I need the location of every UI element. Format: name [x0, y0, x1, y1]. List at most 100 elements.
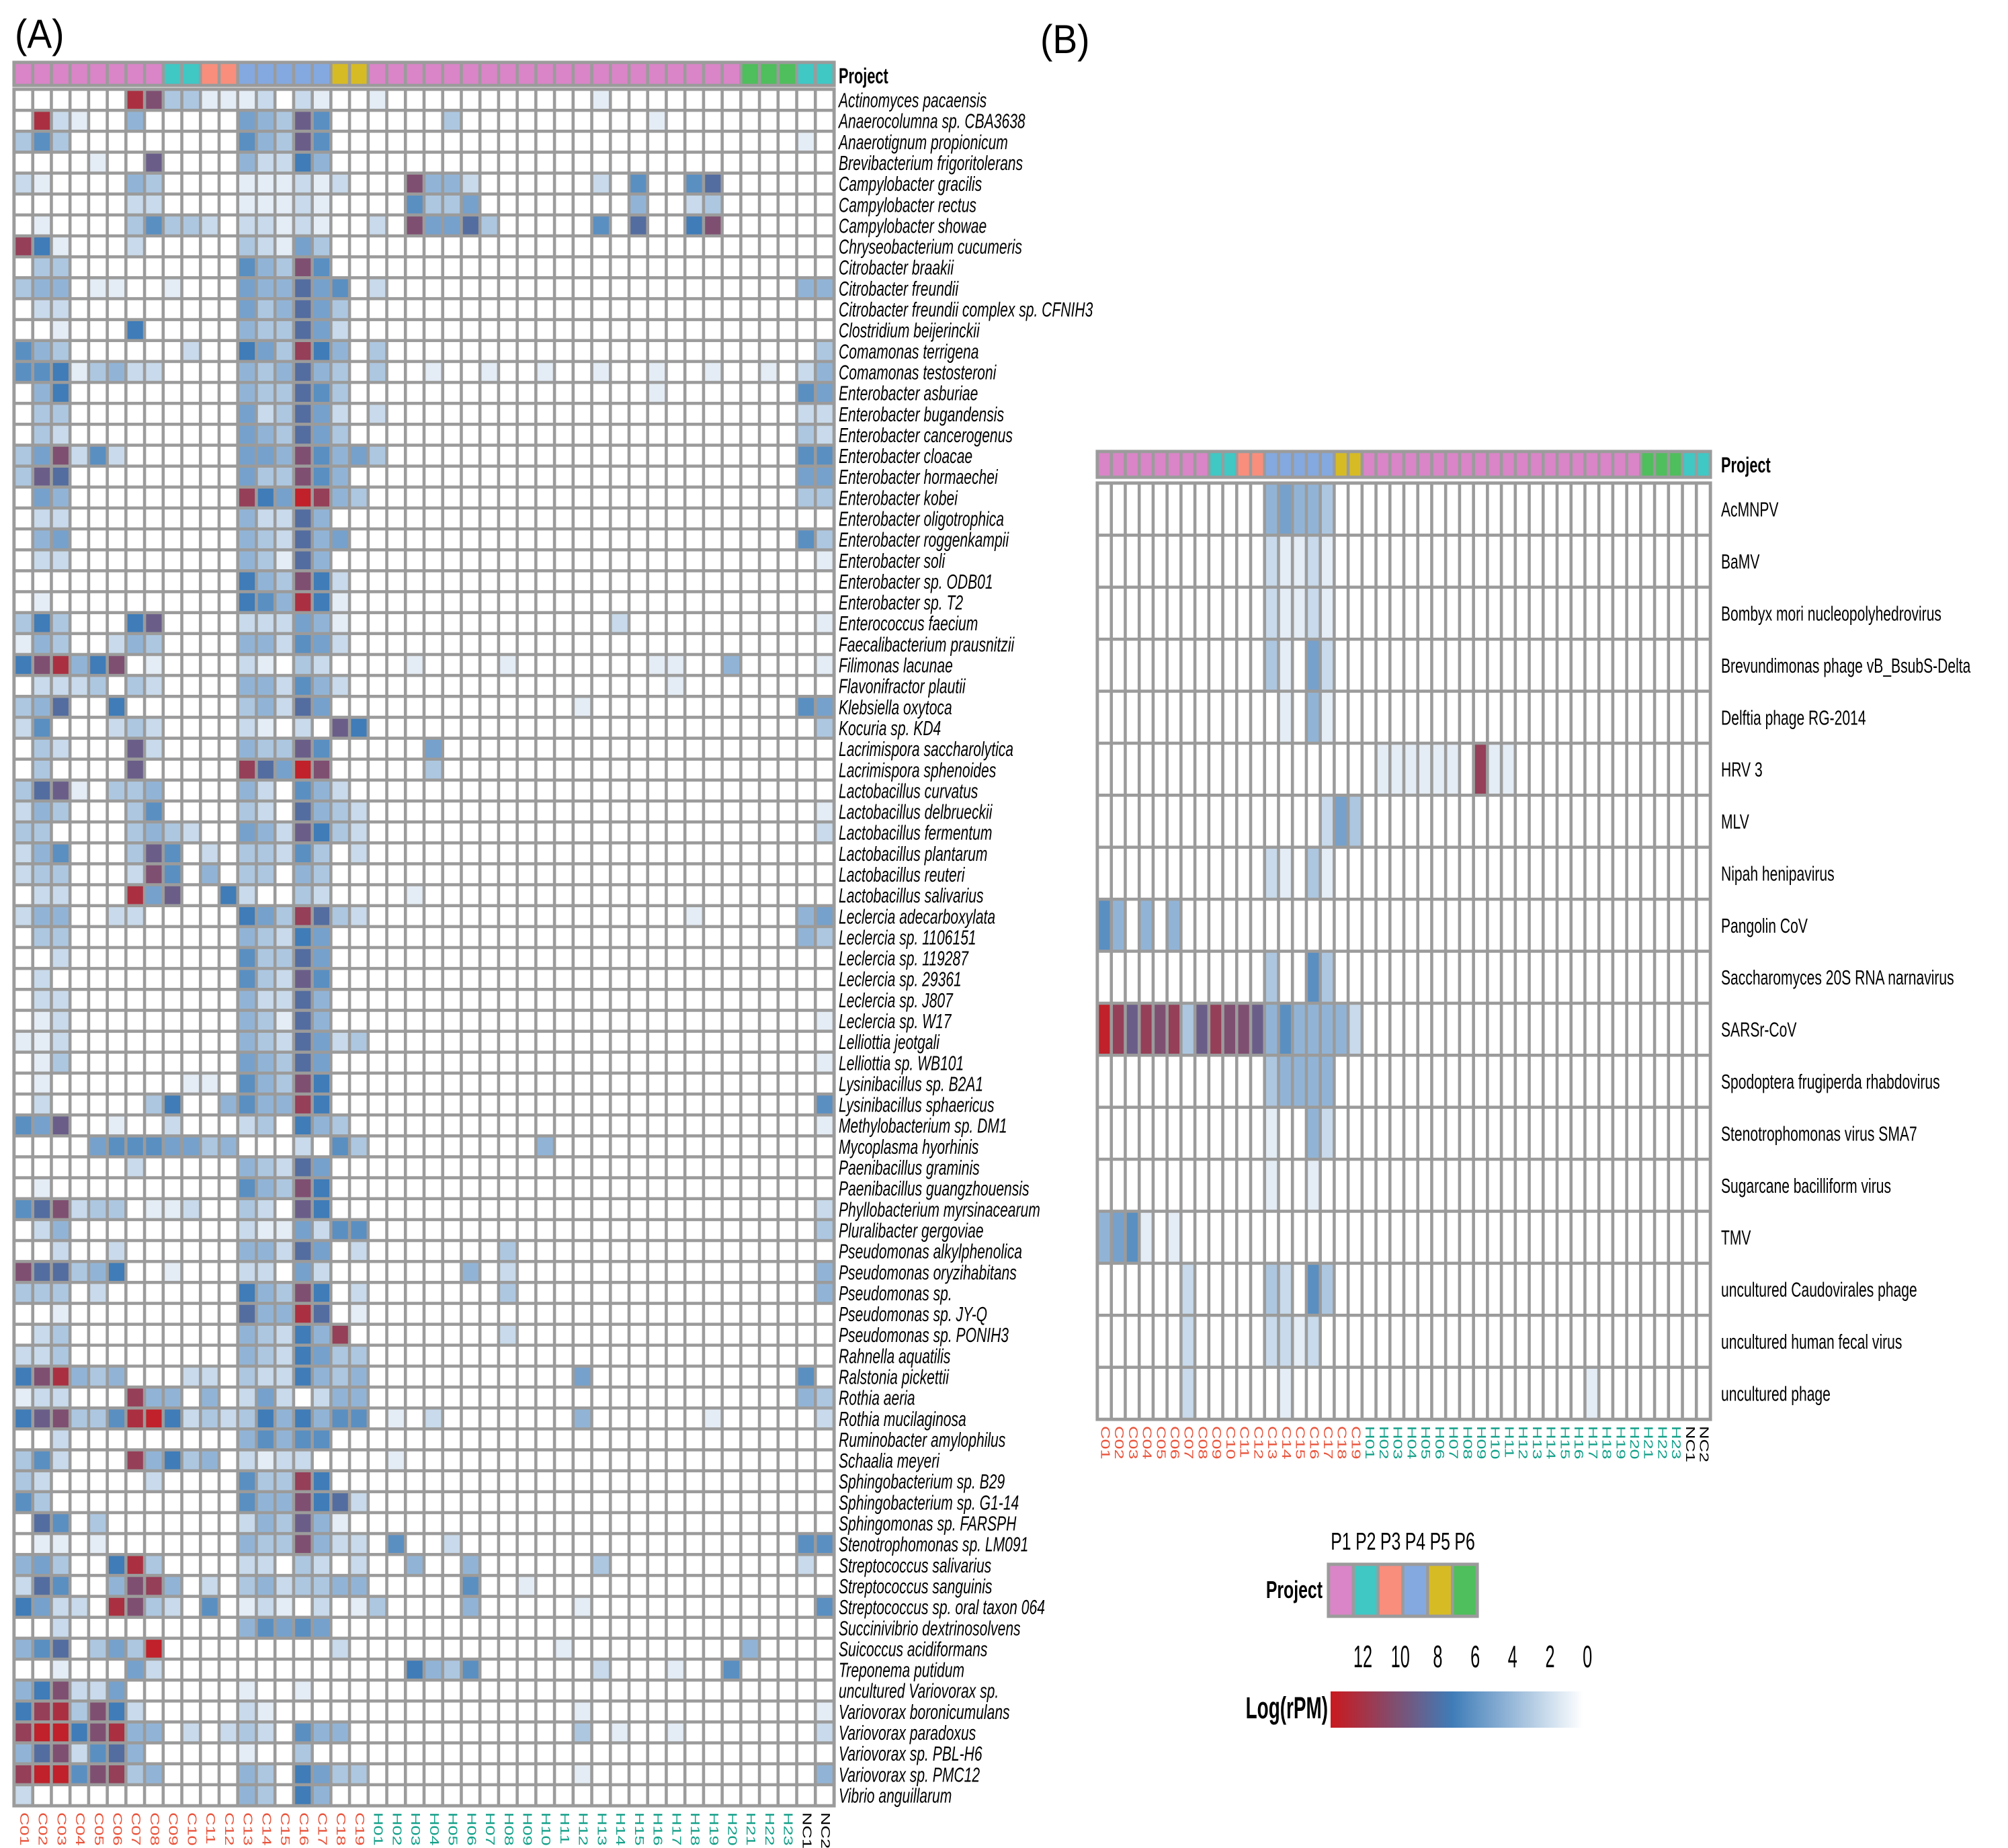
svg-text:Enterobacter kobei: Enterobacter kobei: [839, 486, 958, 509]
svg-text:Enterobacter oligotrophica: Enterobacter oligotrophica: [839, 507, 1004, 530]
svg-text:H07: H07: [483, 1812, 497, 1846]
svg-text:H08: H08: [502, 1812, 516, 1846]
svg-text:Campylobacter gracilis: Campylobacter gracilis: [839, 172, 982, 196]
svg-text:Clostridium beijerinckii: Clostridium beijerinckii: [839, 319, 980, 342]
svg-text:H13: H13: [1530, 1426, 1544, 1460]
svg-text:H10: H10: [539, 1812, 553, 1846]
svg-text:6: 6: [1470, 1639, 1480, 1674]
svg-text:C19: C19: [353, 1812, 367, 1846]
svg-text:Paenibacillus graminis: Paenibacillus graminis: [839, 1156, 980, 1179]
svg-text:Enterobacter cancerogenus: Enterobacter cancerogenus: [839, 423, 1013, 447]
svg-text:H13: H13: [595, 1812, 609, 1846]
svg-text:4: 4: [1508, 1639, 1517, 1674]
svg-text:HRV 3: HRV 3: [1721, 758, 1763, 782]
svg-text:Stenotrophomonas virus SMA7: Stenotrophomonas virus SMA7: [1721, 1122, 1917, 1145]
svg-text:C13: C13: [241, 1812, 255, 1846]
svg-text:uncultured Variovorax sp.: uncultured Variovorax sp.: [839, 1679, 999, 1703]
svg-text:SARSr-CoV: SARSr-CoV: [1721, 1018, 1797, 1042]
svg-text:C18: C18: [1335, 1426, 1349, 1460]
svg-text:Project: Project: [1721, 453, 1771, 477]
svg-text:C17: C17: [1321, 1426, 1335, 1460]
svg-text:Enterobacter bugandensis: Enterobacter bugandensis: [839, 403, 1004, 426]
svg-text:H02: H02: [390, 1812, 404, 1846]
svg-text:2: 2: [1545, 1639, 1554, 1674]
svg-text:0: 0: [1583, 1639, 1592, 1674]
svg-text:H12: H12: [1516, 1426, 1530, 1460]
svg-text:Comamonas testosteroni: Comamonas testosteroni: [839, 360, 997, 384]
svg-text:C18: C18: [334, 1812, 348, 1846]
svg-text:Sphingobacterium sp. B29: Sphingobacterium sp. B29: [839, 1470, 1005, 1493]
svg-text:NC2: NC2: [819, 1812, 833, 1848]
svg-text:Enterobacter sp. ODB01: Enterobacter sp. ODB01: [839, 570, 993, 593]
svg-text:H19: H19: [1614, 1426, 1628, 1460]
svg-text:H23: H23: [1669, 1426, 1683, 1460]
svg-text:Sphingobacterium sp. G1-14: Sphingobacterium sp. G1-14: [839, 1490, 1019, 1514]
svg-text:H20: H20: [1628, 1426, 1642, 1460]
svg-text:C15: C15: [278, 1812, 292, 1846]
svg-text:C15: C15: [1294, 1426, 1308, 1460]
svg-text:Stenotrophomonas sp. LM091: Stenotrophomonas sp. LM091: [839, 1533, 1028, 1556]
svg-text:Log(rPM): Log(rPM): [1246, 1691, 1328, 1724]
svg-text:C01: C01: [1098, 1426, 1112, 1460]
svg-text:C08: C08: [1196, 1426, 1210, 1460]
svg-text:Actinomyces pacaensis: Actinomyces pacaensis: [837, 89, 987, 112]
svg-text:H11: H11: [1502, 1426, 1516, 1458]
svg-text:Treponema putidum: Treponema putidum: [839, 1658, 964, 1681]
svg-text:H10: H10: [1489, 1426, 1503, 1460]
svg-text:Variovorax sp. PBL-H6: Variovorax sp. PBL-H6: [839, 1742, 982, 1765]
svg-text:P3: P3: [1380, 1527, 1400, 1555]
svg-text:Delftia phage RG-2014: Delftia phage RG-2014: [1721, 706, 1866, 729]
svg-text:Pseudomonas sp. PONIH3: Pseudomonas sp. PONIH3: [839, 1323, 1009, 1347]
svg-text:Lysinibacillus sp. B2A1: Lysinibacillus sp. B2A1: [839, 1072, 983, 1095]
svg-text:Leclercia adecarboxylata: Leclercia adecarboxylata: [839, 905, 995, 928]
svg-text:H21: H21: [744, 1812, 758, 1846]
svg-text:Variovorax paradoxus: Variovorax paradoxus: [839, 1721, 976, 1745]
svg-text:H09: H09: [1474, 1426, 1489, 1460]
svg-text:Succinivibrio dextrinosolvens: Succinivibrio dextrinosolvens: [839, 1616, 1021, 1640]
svg-text:P4: P4: [1405, 1527, 1425, 1555]
svg-text:H05: H05: [1419, 1426, 1433, 1460]
svg-text:C13: C13: [1265, 1426, 1280, 1460]
svg-text:H20: H20: [726, 1812, 740, 1846]
svg-text:H17: H17: [669, 1812, 683, 1846]
svg-text:Enterobacter hormaechei: Enterobacter hormaechei: [839, 465, 999, 489]
svg-text:Enterobacter soli: Enterobacter soli: [839, 549, 946, 573]
svg-text:C05: C05: [1154, 1426, 1168, 1460]
svg-text:Lactobacillus fermentum: Lactobacillus fermentum: [839, 821, 992, 845]
svg-text:Pseudomonas sp. JY-Q: Pseudomonas sp. JY-Q: [839, 1302, 987, 1326]
svg-text:Ruminobacter amylophilus: Ruminobacter amylophilus: [839, 1428, 1005, 1452]
svg-text:H06: H06: [1433, 1426, 1447, 1460]
svg-text:H23: H23: [782, 1812, 796, 1846]
svg-text:H07: H07: [1447, 1426, 1461, 1460]
svg-text:Lactobacillus curvatus: Lactobacillus curvatus: [839, 779, 978, 802]
svg-text:Lactobacillus salivarius: Lactobacillus salivarius: [839, 884, 984, 907]
svg-text:H17: H17: [1586, 1426, 1600, 1460]
svg-text:8: 8: [1433, 1639, 1442, 1674]
svg-text:H05: H05: [446, 1812, 460, 1846]
svg-text:C04: C04: [73, 1812, 87, 1846]
svg-text:C12: C12: [1251, 1426, 1265, 1460]
svg-text:Project: Project: [1266, 1576, 1323, 1603]
svg-text:Streptococcus sanguinis: Streptococcus sanguinis: [839, 1574, 992, 1598]
svg-text:uncultured Caudovirales phage: uncultured Caudovirales phage: [1721, 1277, 1917, 1301]
svg-text:H15: H15: [1558, 1426, 1572, 1460]
svg-text:H03: H03: [409, 1812, 423, 1846]
svg-text:H16: H16: [651, 1812, 665, 1846]
svg-text:C14: C14: [259, 1812, 274, 1846]
svg-text:H22: H22: [1655, 1426, 1669, 1460]
svg-text:MLV: MLV: [1721, 810, 1749, 833]
svg-text:Citrobacter freundii: Citrobacter freundii: [839, 277, 959, 300]
svg-text:H18: H18: [688, 1812, 702, 1846]
svg-text:H06: H06: [464, 1812, 478, 1846]
svg-text:Schaalia meyeri: Schaalia meyeri: [839, 1449, 940, 1472]
svg-text:H12: H12: [577, 1812, 591, 1846]
svg-text:Kocuria sp. KD4: Kocuria sp. KD4: [839, 716, 941, 740]
svg-text:C17: C17: [316, 1812, 330, 1846]
svg-text:Rothia aeria: Rothia aeria: [839, 1386, 915, 1410]
svg-text:NC1: NC1: [800, 1812, 814, 1848]
svg-text:Enterobacter sp. T2: Enterobacter sp. T2: [839, 591, 963, 614]
svg-text:H14: H14: [1544, 1426, 1558, 1460]
svg-text:(A): (A): [15, 12, 65, 57]
svg-text:Pseudomonas sp.: Pseudomonas sp.: [839, 1282, 952, 1305]
svg-text:C03: C03: [54, 1812, 69, 1846]
